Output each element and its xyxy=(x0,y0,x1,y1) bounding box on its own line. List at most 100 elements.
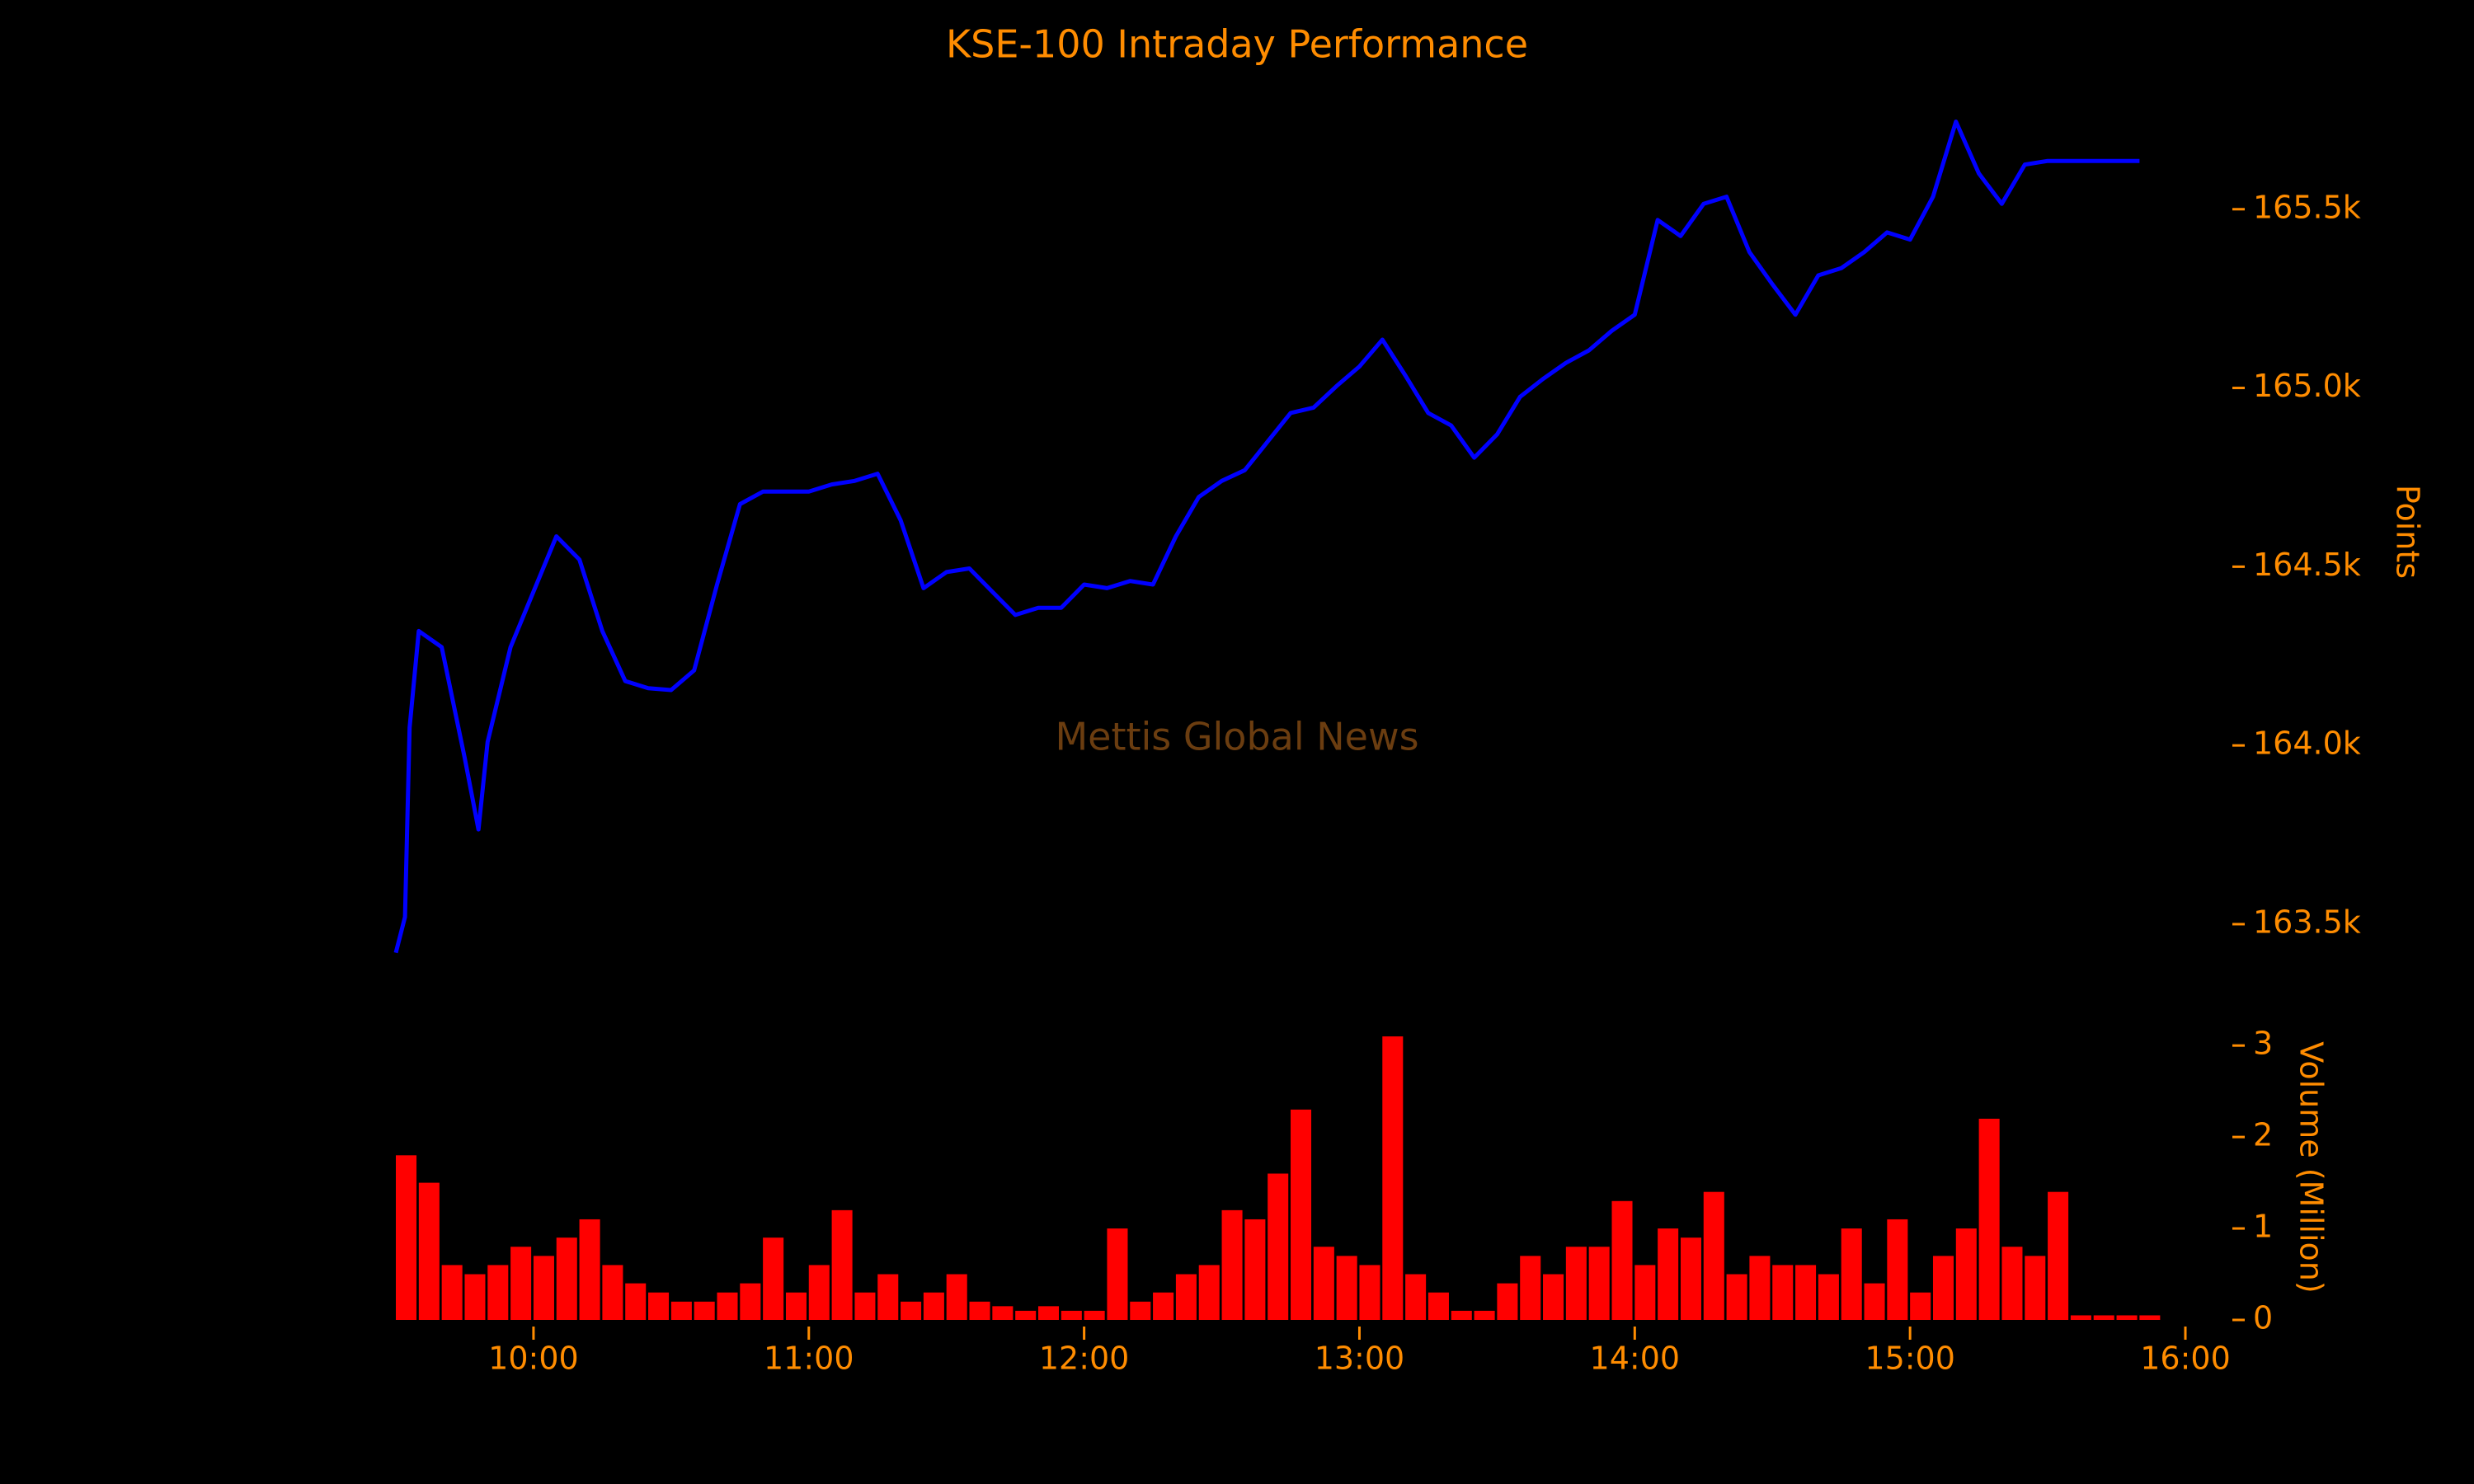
volume-bar xyxy=(1795,1265,1817,1320)
volume-bar xyxy=(1955,1228,1977,1320)
volume-bar xyxy=(1588,1247,1610,1320)
volume-bar xyxy=(923,1292,944,1320)
volume-bar xyxy=(1061,1310,1082,1320)
y-tick-label: 0 xyxy=(2253,1300,2273,1336)
volume-bar xyxy=(1405,1274,1427,1320)
volume-bar xyxy=(946,1274,967,1320)
volume-bar xyxy=(1520,1256,1541,1320)
volume-bar xyxy=(831,1209,853,1320)
watermark: Mettis Global News xyxy=(1055,715,1418,759)
volume-bar xyxy=(602,1265,623,1320)
volume-bar xyxy=(1978,1118,2000,1320)
volume-bar xyxy=(1726,1274,1747,1320)
volume-bar xyxy=(1497,1283,1518,1320)
volume-bar xyxy=(1107,1228,1128,1320)
volume-bar xyxy=(1864,1283,1885,1320)
volume-bar xyxy=(579,1219,600,1320)
volume-bar xyxy=(1565,1247,1587,1320)
x-tick-label: 14:00 xyxy=(1590,1341,1681,1377)
volume-bar xyxy=(1427,1292,1449,1320)
volume-bar xyxy=(1543,1274,1564,1320)
volume-bar xyxy=(1359,1265,1380,1320)
volume-bar xyxy=(1336,1256,1357,1320)
volume-bar xyxy=(418,1182,440,1320)
y-axis-label: Points xyxy=(2390,485,2426,579)
volume-bar xyxy=(2070,1315,2091,1320)
volume-bar xyxy=(670,1301,692,1320)
volume-bar xyxy=(510,1247,532,1320)
y-tick-label: 163.5k xyxy=(2253,904,2361,940)
volume-bar xyxy=(2025,1256,2046,1320)
volume-bar xyxy=(1291,1109,1312,1320)
volume-bar xyxy=(877,1274,899,1320)
volume-bar xyxy=(556,1237,577,1320)
volume-bar xyxy=(1198,1265,1220,1320)
volume-bar xyxy=(1451,1310,1472,1320)
volume-bar xyxy=(1680,1237,1701,1320)
volume-bar xyxy=(763,1237,784,1320)
chart-title: KSE-100 Intraday Performance xyxy=(946,22,1528,67)
volume-bar xyxy=(1153,1292,1174,1320)
volume-bar xyxy=(2048,1191,2069,1320)
volume-bar xyxy=(1221,1209,1243,1320)
volume-bar xyxy=(1887,1219,1908,1320)
volume-bar xyxy=(1244,1219,1266,1320)
y-tick-label: 2 xyxy=(2253,1117,2273,1153)
volume-bar xyxy=(1474,1310,1495,1320)
volume-bar xyxy=(1015,1310,1037,1320)
x-tick-label: 10:00 xyxy=(488,1341,579,1377)
volume-bar xyxy=(1818,1274,1839,1320)
volume-bar xyxy=(1268,1173,1289,1320)
y-tick-label: 165.0k xyxy=(2253,368,2361,404)
volume-bar xyxy=(464,1274,486,1320)
volume-bar xyxy=(992,1306,1014,1320)
volume-bar xyxy=(2139,1315,2161,1320)
volume-bar xyxy=(625,1283,647,1320)
y-tick-label: 164.5k xyxy=(2253,547,2361,583)
volume-bar xyxy=(533,1256,554,1320)
volume-bar xyxy=(2093,1315,2114,1320)
volume-bar xyxy=(1382,1036,1404,1320)
x-tick-label: 16:00 xyxy=(2140,1341,2231,1377)
volume-bar xyxy=(441,1265,463,1320)
volume-bar xyxy=(1841,1228,1862,1320)
volume-bar xyxy=(2116,1315,2138,1320)
volume-bar xyxy=(969,1301,990,1320)
volume-bar xyxy=(396,1155,417,1320)
volume-bar xyxy=(487,1265,509,1320)
y-tick-label: 165.5k xyxy=(2253,189,2361,225)
x-tick-label: 11:00 xyxy=(764,1341,854,1377)
volume-bar xyxy=(1130,1301,1151,1320)
y-tick-label: 164.0k xyxy=(2253,726,2361,762)
volume-bar xyxy=(648,1292,670,1320)
volume-bar xyxy=(1749,1256,1771,1320)
volume-bar xyxy=(1084,1310,1105,1320)
volume-bar xyxy=(1772,1265,1794,1320)
volume-bar xyxy=(1634,1265,1656,1320)
volume-bar xyxy=(1932,1256,1954,1320)
volume-bar xyxy=(694,1301,715,1320)
volume-bar xyxy=(1037,1306,1060,1320)
volume-bar xyxy=(785,1292,807,1320)
volume-bar xyxy=(2001,1247,2023,1320)
volume-bar xyxy=(901,1301,922,1320)
x-tick-label: 12:00 xyxy=(1039,1341,1130,1377)
price-line xyxy=(393,120,2140,954)
volume-bar xyxy=(1313,1247,1334,1320)
y-tick-label: 3 xyxy=(2253,1026,2273,1062)
volume-bar xyxy=(740,1283,761,1320)
x-tick-label: 13:00 xyxy=(1315,1341,1405,1377)
volume-bar xyxy=(1910,1292,1931,1320)
volume-bar xyxy=(1703,1191,1724,1320)
volume-bar xyxy=(854,1292,876,1320)
x-tick-label: 15:00 xyxy=(1865,1341,1955,1377)
y-axis-label: Volume (Million) xyxy=(2293,1041,2330,1293)
volume-bar xyxy=(717,1292,738,1320)
volume-bar xyxy=(1658,1228,1679,1320)
volume-bar xyxy=(1175,1274,1197,1320)
y-tick-label: 1 xyxy=(2253,1209,2273,1245)
volume-bar xyxy=(1611,1200,1633,1320)
volume-bar xyxy=(808,1265,830,1320)
